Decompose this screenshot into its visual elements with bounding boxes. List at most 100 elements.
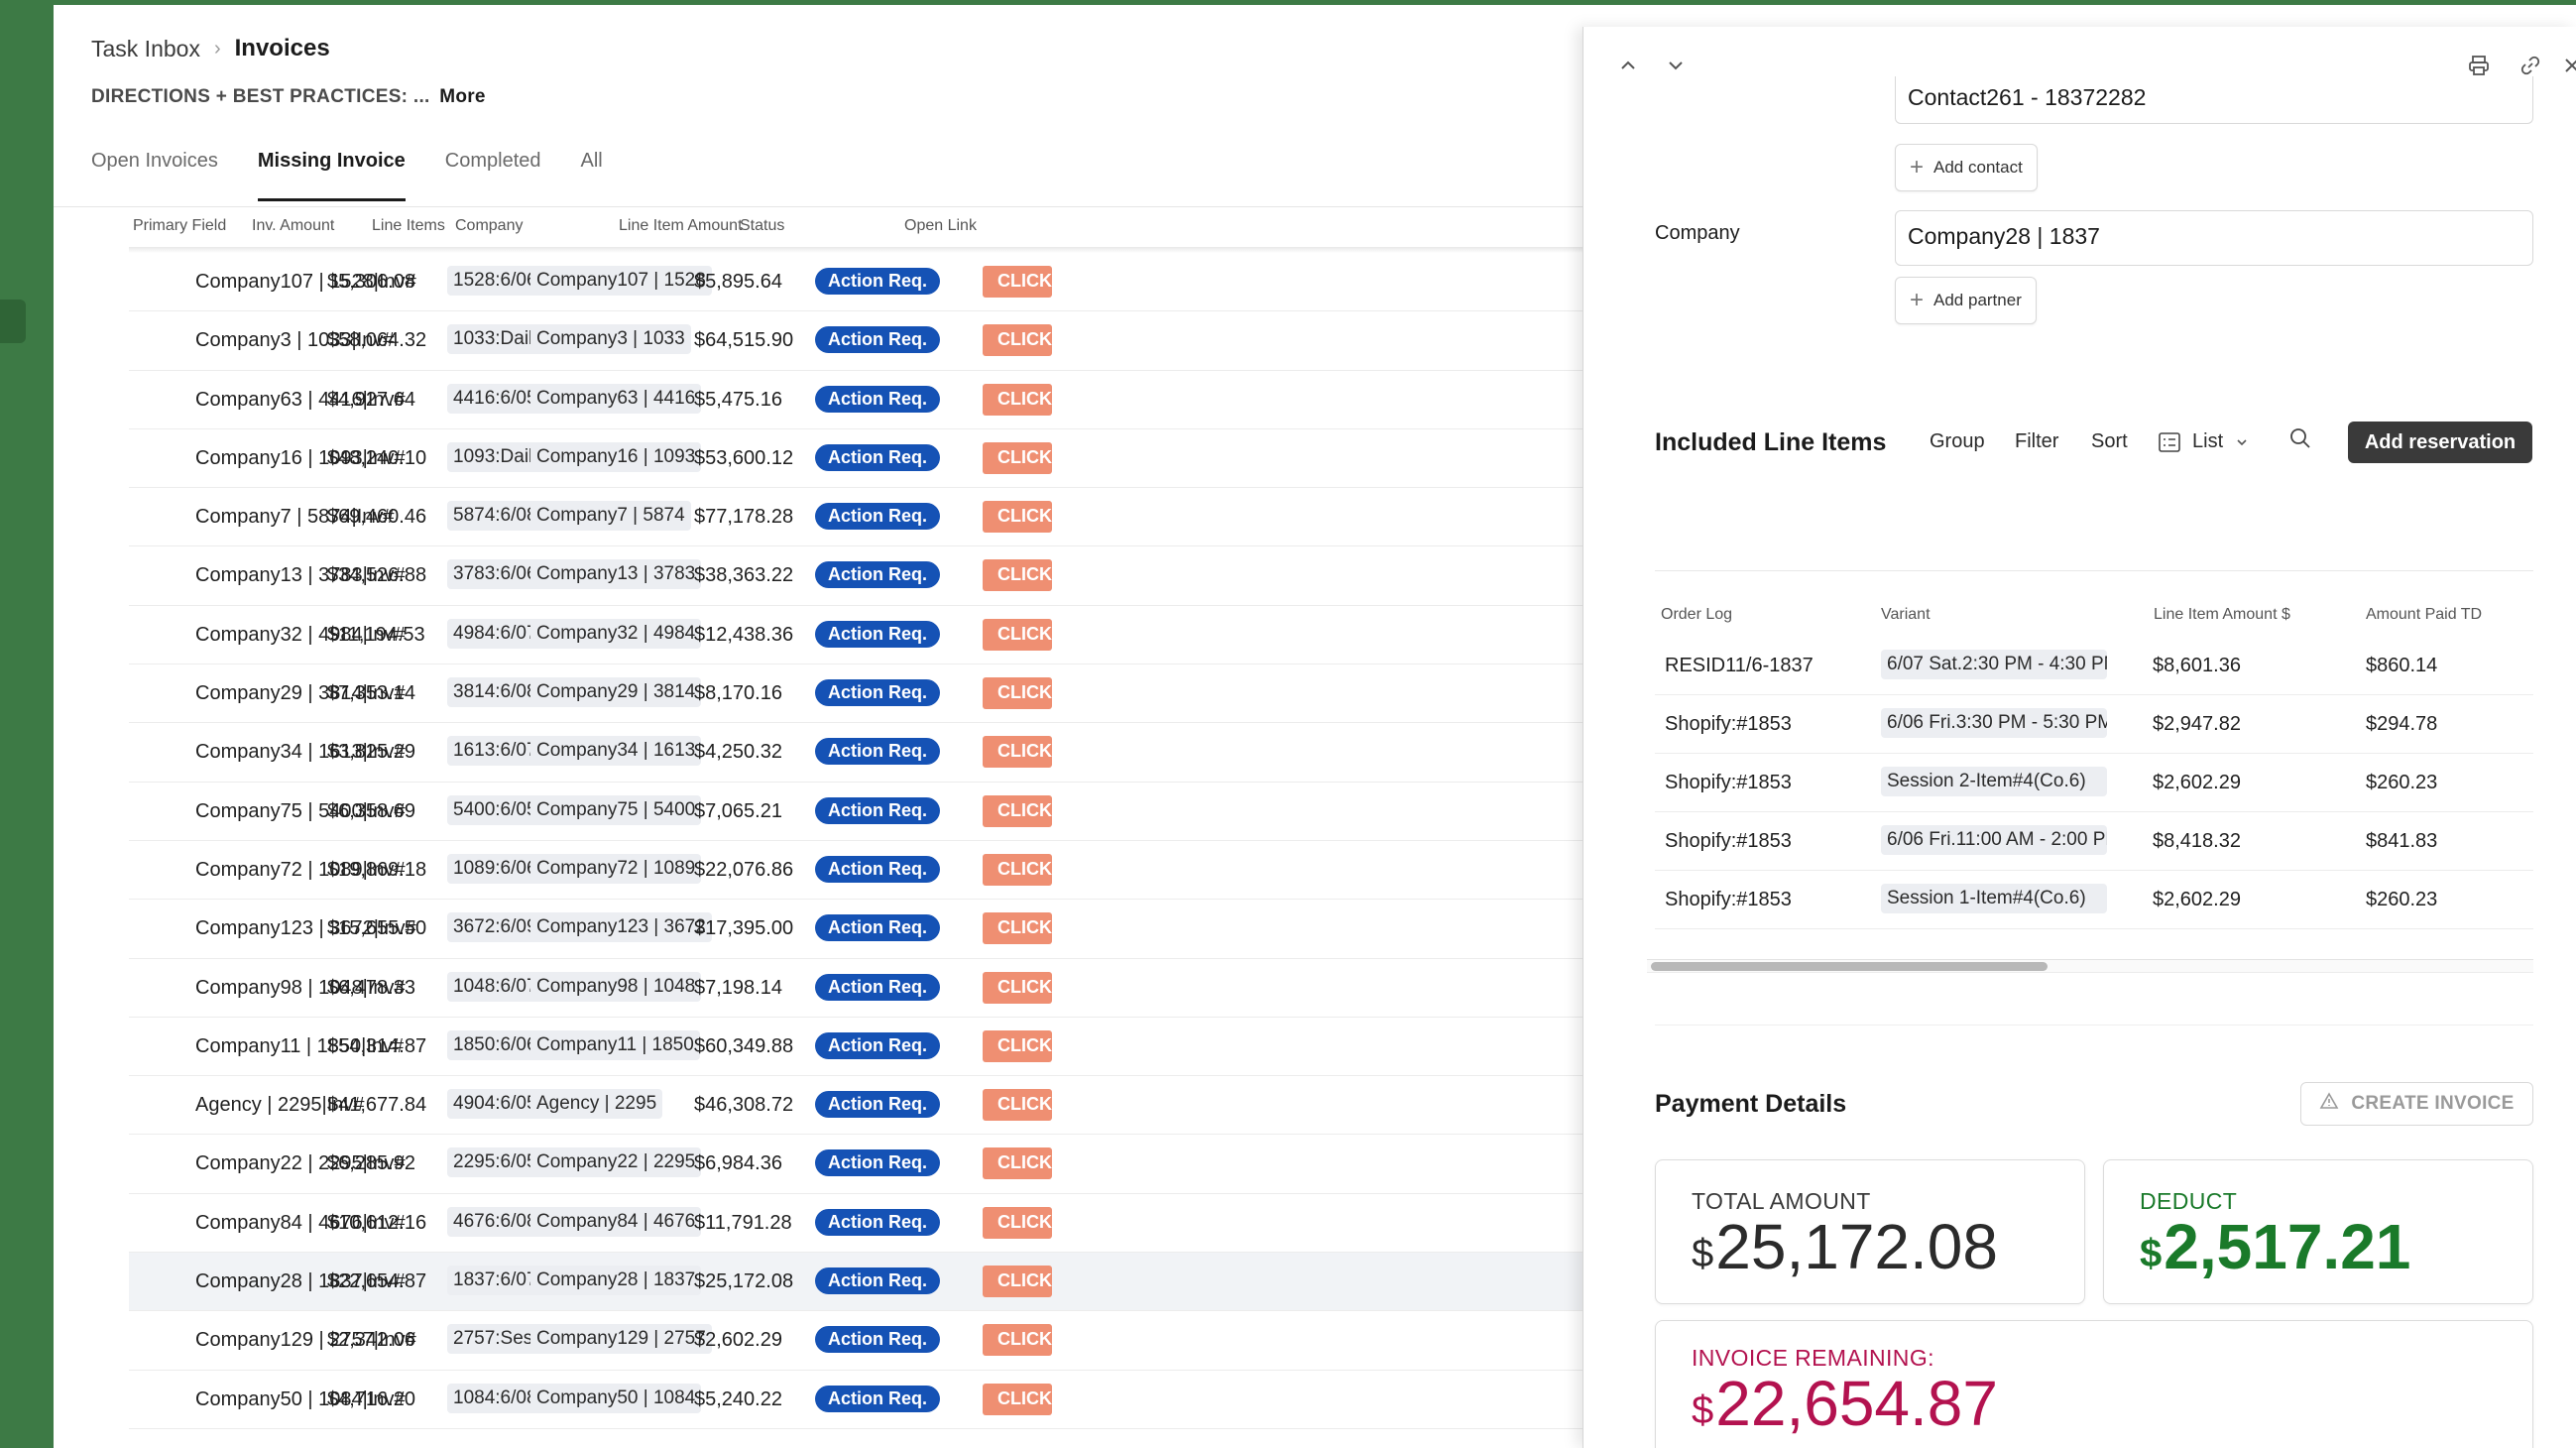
open-link-button[interactable]: CLICK xyxy=(983,1029,1052,1062)
col-status[interactable]: Status xyxy=(740,217,785,234)
cell-variant-chip[interactable]: 6/07 Sat.2:30 PM - 4:30 PM xyxy=(1881,650,2107,679)
col-primary-field[interactable]: Primary Field xyxy=(133,217,227,234)
close-icon[interactable] xyxy=(2555,49,2576,82)
open-link-button[interactable]: CLICK xyxy=(983,383,1052,416)
open-link-button[interactable]: CLICK xyxy=(983,853,1052,886)
open-link-button[interactable]: CLICK xyxy=(983,1147,1052,1180)
cell-company-chip[interactable]: Company75 | 5400 xyxy=(530,794,702,825)
table-row[interactable]: Company98 | 1048|Inv# $6,478.33 1048:6/07 C… xyxy=(129,959,1582,1018)
line-item-row[interactable]: Shopify:#1853 6/06 Fri.3:30 PM - 5:30 PM $… xyxy=(1655,695,2533,754)
cell-company-chip[interactable]: Company13 | 3783 xyxy=(530,559,702,590)
cell-company-chip[interactable]: Company84 | 4676 xyxy=(530,1206,702,1237)
table-row[interactable]: Company107 | 1528|Inv# $5,306.08 1528:6/06… xyxy=(129,253,1582,312)
chevron-down-icon[interactable] xyxy=(1659,49,1693,82)
cell-company-chip[interactable]: Company16 | 1093 xyxy=(530,441,702,472)
open-link-button[interactable]: CLICK xyxy=(983,441,1052,474)
col-variant[interactable]: Variant xyxy=(1881,606,1931,623)
col-line-item-amount[interactable]: Line Item Amount $ xyxy=(2154,606,2290,623)
add-contact-button[interactable]: + Add contact xyxy=(1895,144,2038,191)
breadcrumb-task-inbox[interactable]: Task Inbox xyxy=(91,35,200,61)
link-icon[interactable] xyxy=(2514,49,2547,82)
open-link-button[interactable]: CLICK xyxy=(983,618,1052,651)
table-row[interactable]: Company75 | 5400|Inv# $6,358.69 5400:6/05 C… xyxy=(129,783,1582,841)
table-row[interactable]: Company28 | 1837|Inv# $22,654.87 1837:6/07… xyxy=(129,1253,1582,1312)
open-link-button[interactable]: CLICK xyxy=(983,912,1052,945)
print-icon[interactable] xyxy=(2462,49,2496,82)
tab-open-invoices[interactable]: Open Invoices xyxy=(91,150,218,172)
cell-company-chip[interactable]: Company11 | 1850 xyxy=(530,1029,700,1060)
group-button[interactable]: Group xyxy=(1930,430,1985,452)
cell-company-chip[interactable]: Company123 | 3672 xyxy=(530,912,712,943)
cell-variant-chip[interactable]: Session 1-Item#4(Co.6) xyxy=(1881,884,2107,913)
add-reservation-button[interactable]: Add reservation xyxy=(2348,422,2532,463)
col-order-log[interactable]: Order Log xyxy=(1661,606,1733,623)
cell-company-chip[interactable]: Company34 | 1613 xyxy=(530,736,702,767)
tab-completed[interactable]: Completed xyxy=(444,150,541,172)
table-row[interactable]: Company11 | 1850|Inv# $54,314.87 1850:6/06… xyxy=(129,1018,1582,1077)
create-invoice-button[interactable]: CREATE INVOICE xyxy=(2300,1082,2533,1126)
table-row[interactable]: Company32 | 4984|Inv# $11,194.53 4984:6/07… xyxy=(129,606,1582,665)
company-field[interactable]: Company28 | 1837 xyxy=(1895,210,2533,266)
open-link-button[interactable]: CLICK xyxy=(983,971,1052,1004)
col-open-link[interactable]: Open Link xyxy=(904,217,977,234)
table-row[interactable]: Company84 | 4676|Inv# $10,612.16 4676:6/08… xyxy=(129,1194,1582,1254)
table-row[interactable]: Company50 | 1084|Inv# $4,716.20 1084:6/08 C… xyxy=(129,1371,1582,1429)
cell-variant-chip[interactable]: 6/06 Fri.11:00 AM - 2:00 PM xyxy=(1881,825,2107,855)
col-line-item-amount[interactable]: Line Item Amount xyxy=(619,217,743,234)
open-link-button[interactable]: CLICK xyxy=(983,1383,1052,1415)
list-view-selector[interactable]: List xyxy=(2159,430,2249,453)
search-icon[interactable] xyxy=(2289,427,2311,455)
table-row[interactable]: Company123 | 3672|Inv# $15,655.50 3672:6/0… xyxy=(129,900,1582,959)
table-row[interactable]: Company22 | 2295|Inv# $6,285.92 2295:6/05 C… xyxy=(129,1135,1582,1194)
open-link-button[interactable]: CLICK xyxy=(983,266,1052,298)
line-item-row[interactable]: Shopify:#1853 Session 2-Item#4(Co.6) $2,60… xyxy=(1655,754,2533,812)
filter-button[interactable]: Filter xyxy=(2015,430,2059,452)
open-link-button[interactable]: CLICK xyxy=(983,677,1052,710)
table-row[interactable]: Company29 | 3814|Inv# $7,353.14 3814:6/08 C… xyxy=(129,664,1582,724)
scrollbar-thumb[interactable] xyxy=(1651,962,2048,971)
line-item-row[interactable]: Shopify:#1853 6/06 Fri.11:00 AM - 2:00 PM… xyxy=(1655,812,2533,871)
col-inv-amount[interactable]: Inv. Amount xyxy=(252,217,335,234)
table-row[interactable]: Company129 | 2757|Inv# $2,342.06 2757:Sess… xyxy=(129,1311,1582,1371)
add-partner-button[interactable]: + Add partner xyxy=(1895,277,2037,324)
cell-company-chip[interactable]: Company129 | 2757 xyxy=(530,1324,712,1355)
cell-company-chip[interactable]: Company50 | 1084 xyxy=(530,1383,702,1413)
cell-company-chip[interactable]: Company28 | 1837 xyxy=(530,1266,702,1296)
open-link-button[interactable]: CLICK xyxy=(983,794,1052,827)
cell-company-chip[interactable]: Company107 | 1528 xyxy=(530,266,712,296)
table-row[interactable]: Company7 | 5874|Inv# $69,460.46 5874:6/08 C… xyxy=(129,488,1582,547)
open-link-button[interactable]: CLICK xyxy=(983,324,1052,357)
cell-company-chip[interactable]: Company29 | 3814 xyxy=(530,677,702,708)
table-row[interactable]: Company72 | 1089|Inv# $19,869.18 1089:6/06… xyxy=(129,841,1582,901)
cell-company-chip[interactable]: Company72 | 1089 xyxy=(530,853,702,884)
table-row[interactable]: Company13 | 3783|Inv# $34,526.88 3783:6/06… xyxy=(129,546,1582,606)
col-amount-paid[interactable]: Amount Paid TD xyxy=(2366,606,2483,623)
directions-more-link[interactable]: More xyxy=(439,86,486,107)
tab-missing-invoice[interactable]: Missing Invoice xyxy=(257,146,406,201)
sort-button[interactable]: Sort xyxy=(2091,430,2128,452)
contact-field[interactable]: Contact261 - 18372282 xyxy=(1895,76,2533,124)
table-row[interactable]: Agency | 2295|Inv# $41,677.84 4904:6/05 Age… xyxy=(129,1076,1582,1136)
col-company[interactable]: Company xyxy=(455,217,524,234)
open-link-button[interactable]: CLICK xyxy=(983,501,1052,534)
cell-company-chip[interactable]: Company63 | 4416 xyxy=(530,383,702,414)
open-link-button[interactable]: CLICK xyxy=(983,1206,1052,1239)
table-row[interactable]: Company3 | 1033|Inv# $58,064.32 1033:Daily… xyxy=(129,311,1582,371)
cell-company-chip[interactable]: Company3 | 1033 xyxy=(530,324,691,355)
chevron-up-icon[interactable] xyxy=(1611,49,1645,82)
horizontal-scrollbar[interactable] xyxy=(1647,959,2533,973)
open-link-button[interactable]: CLICK xyxy=(983,1324,1052,1357)
table-row[interactable]: Company16 | 1093|Inv# $48,240.10 1093:Dail… xyxy=(129,429,1582,489)
line-item-row[interactable]: RESID11/6-1837 6/07 Sat.2:30 PM - 4:30 PM… xyxy=(1655,637,2533,695)
cell-variant-chip[interactable]: Session 2-Item#4(Co.6) xyxy=(1881,767,2107,796)
tab-all[interactable]: All xyxy=(580,150,603,172)
col-line-items[interactable]: Line Items xyxy=(372,217,445,234)
cell-company-chip[interactable]: Company7 | 5874 xyxy=(530,501,691,532)
open-link-button[interactable]: CLICK xyxy=(983,1089,1052,1122)
open-link-button[interactable]: CLICK xyxy=(983,736,1052,769)
line-item-row[interactable]: Shopify:#1853 Session 1-Item#4(Co.6) $2,60… xyxy=(1655,871,2533,929)
cell-company-chip[interactable]: Agency | 2295 xyxy=(530,1089,663,1120)
open-link-button[interactable]: CLICK xyxy=(983,559,1052,592)
cell-company-chip[interactable]: Company98 | 1048 xyxy=(530,971,702,1002)
table-row[interactable]: Company63 | 4416|Inv# $4,927.64 4416:6/05 C… xyxy=(129,371,1582,429)
